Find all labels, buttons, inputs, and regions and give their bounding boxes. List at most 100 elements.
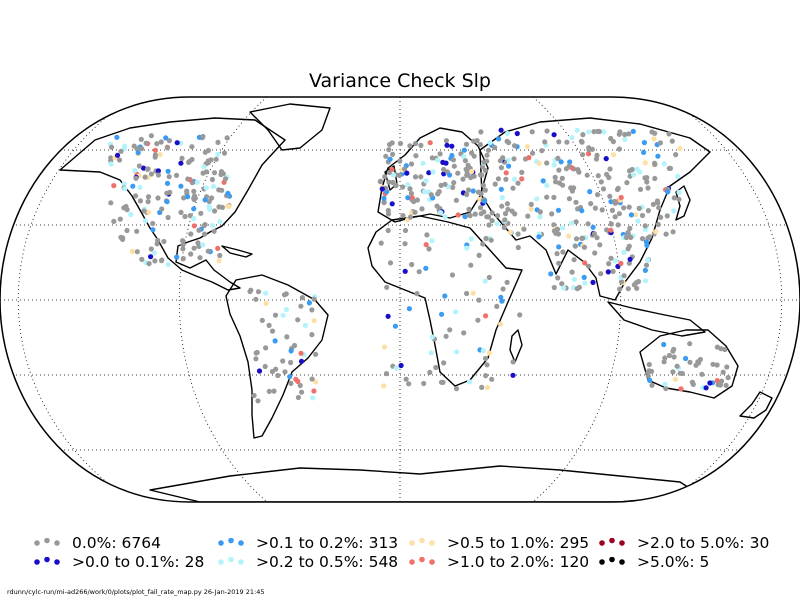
station-dot — [580, 152, 586, 158]
station-dot — [461, 154, 467, 160]
station-dot — [435, 191, 441, 197]
station-dot — [161, 238, 167, 245]
station-dot — [678, 386, 684, 392]
station-dot — [555, 155, 561, 161]
station-dot — [502, 211, 509, 217]
station-dot — [134, 228, 140, 234]
station-dot — [666, 352, 673, 359]
station-dot — [396, 172, 402, 178]
station-dot — [407, 186, 413, 192]
station-dot — [655, 221, 661, 228]
station-dot — [556, 167, 562, 173]
legend-marker — [34, 557, 60, 565]
station-dot — [569, 269, 575, 275]
station-dot — [309, 307, 315, 313]
station-dot — [452, 309, 459, 315]
station-dot — [710, 361, 716, 367]
station-dot — [597, 242, 603, 248]
station-dot — [481, 159, 487, 165]
globe-outline — [0, 96, 800, 503]
station-dot — [707, 380, 713, 386]
station-dot — [498, 165, 504, 171]
station-dot — [641, 149, 647, 155]
station-dot — [488, 237, 494, 243]
station-dot — [651, 136, 657, 142]
station-dot — [581, 274, 587, 280]
station-dot — [477, 205, 484, 211]
station-dot — [437, 151, 443, 157]
station-dot — [377, 178, 383, 184]
station-dot — [539, 148, 545, 154]
station-dot — [572, 243, 579, 249]
station-dot — [610, 268, 616, 274]
station-dot — [476, 297, 482, 303]
station-dot — [482, 187, 488, 193]
station-dot — [143, 140, 149, 146]
station-dot — [302, 322, 308, 328]
station-dot — [225, 190, 231, 196]
station-dot — [386, 169, 392, 176]
station-dot — [472, 211, 478, 217]
station-dot — [299, 295, 305, 301]
station-dot — [180, 246, 186, 252]
station-dot — [536, 160, 542, 166]
station-dot — [298, 303, 304, 309]
indonesia-outline — [607, 301, 706, 337]
station-dot — [198, 210, 204, 216]
station-dot — [482, 355, 489, 362]
station-dot — [489, 210, 495, 216]
station-dot — [433, 364, 439, 371]
station-dot — [623, 234, 630, 241]
legend-label: >0.1 to 0.2%: 313 — [256, 534, 399, 552]
station-dot — [309, 332, 315, 338]
madagascar-outline — [509, 329, 523, 363]
station-dot — [579, 208, 585, 214]
station-dot — [438, 182, 444, 188]
station-dot — [560, 182, 566, 188]
station-dot — [411, 198, 417, 205]
station-dot — [494, 303, 500, 309]
station-dot — [500, 155, 506, 161]
station-dot — [596, 128, 603, 135]
station-dot — [652, 175, 658, 182]
station-dot — [664, 213, 670, 219]
station-dot — [665, 189, 671, 195]
station-dot — [529, 129, 535, 135]
station-dot — [498, 321, 504, 327]
station-dot — [313, 351, 319, 357]
station-dot — [574, 286, 580, 292]
station-dot — [386, 179, 392, 185]
station-dot — [503, 176, 509, 182]
legend-label: >2.0 to 5.0%: 30 — [637, 534, 770, 552]
station-dot — [556, 139, 562, 145]
station-dot — [489, 376, 495, 382]
station-dot — [515, 244, 521, 251]
station-dot — [506, 163, 512, 169]
station-dot — [309, 376, 315, 382]
station-dot — [435, 157, 441, 163]
station-dot — [465, 162, 471, 168]
north-america-outline — [59, 117, 286, 291]
station-dot — [476, 252, 482, 258]
station-dot — [525, 213, 531, 219]
station-dot — [612, 198, 618, 205]
station-dot — [663, 385, 669, 392]
station-dot — [152, 258, 158, 264]
station-dot — [655, 200, 661, 206]
station-dot — [561, 285, 567, 291]
station-dot — [180, 238, 186, 244]
station-dot — [601, 129, 607, 135]
station-dot — [450, 184, 456, 190]
station-dot — [165, 262, 171, 268]
station-dot — [449, 272, 456, 278]
station-dot — [599, 207, 605, 213]
station-dot — [703, 385, 709, 391]
station-dot — [661, 161, 667, 167]
station-dot — [519, 176, 525, 182]
station-dot — [477, 142, 483, 148]
station-dot — [178, 183, 184, 189]
greenland-outline — [249, 103, 331, 151]
station-markers — [107, 127, 731, 404]
station-dot — [466, 206, 472, 212]
station-dot — [447, 327, 453, 333]
